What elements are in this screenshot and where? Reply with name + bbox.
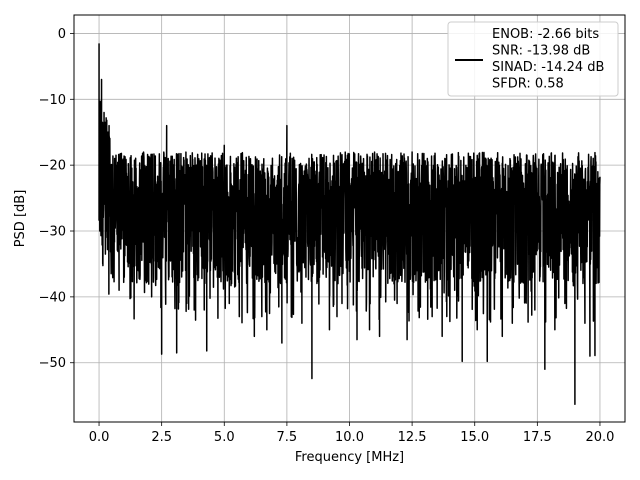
psd-line <box>98 43 601 405</box>
x-tick-label: 7.5 <box>277 430 298 445</box>
y-axis-label: PSD [dB] <box>13 190 28 248</box>
y-tick-label: −50 <box>39 356 66 371</box>
x-tick-label: 2.5 <box>151 430 172 445</box>
legend-box <box>447 21 619 97</box>
legend-entry: ENOB: -2.66 bits <box>492 27 599 42</box>
x-tick-label: 10.0 <box>335 430 364 445</box>
x-tick-label: 17.5 <box>523 430 552 445</box>
legend-entry: SNR: -13.98 dB <box>492 44 590 59</box>
y-tick-label: −10 <box>39 93 66 108</box>
x-tick-label: 12.5 <box>398 430 427 445</box>
x-axis-label: Frequency [MHz] <box>295 450 404 465</box>
x-tick-label: 0.0 <box>89 430 110 445</box>
y-tick-label: −40 <box>39 290 66 305</box>
legend-entry: SINAD: -14.24 dB <box>492 60 604 75</box>
x-tick-label: 5.0 <box>214 430 235 445</box>
y-tick-label: 0 <box>58 27 66 42</box>
x-tick-label: 20.0 <box>585 430 614 445</box>
y-axis: 0 −10 −20 −30 −40 −50 <box>39 27 74 371</box>
x-tick-label: 15.0 <box>460 430 489 445</box>
y-tick-label: −20 <box>39 159 66 174</box>
psd-series <box>98 43 601 405</box>
x-axis: 0.0 2.5 5.0 7.5 10.0 12.5 15.0 17.5 20.0 <box>89 422 614 445</box>
legend-entry: SFDR: 0.58 <box>492 77 564 92</box>
y-tick-label: −30 <box>39 225 66 240</box>
